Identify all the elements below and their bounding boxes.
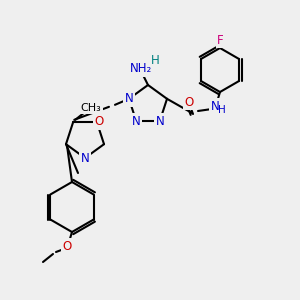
Text: N: N bbox=[81, 152, 89, 164]
Text: N: N bbox=[211, 100, 219, 112]
Text: CH₃: CH₃ bbox=[81, 103, 102, 113]
Text: O: O bbox=[184, 95, 194, 109]
Text: N: N bbox=[155, 115, 164, 128]
Text: NH₂: NH₂ bbox=[130, 62, 152, 76]
Text: H: H bbox=[218, 105, 226, 115]
Text: H: H bbox=[151, 55, 159, 68]
Text: N: N bbox=[124, 92, 134, 105]
Text: O: O bbox=[62, 239, 72, 253]
Text: O: O bbox=[94, 115, 104, 128]
Text: F: F bbox=[217, 34, 223, 46]
Text: N: N bbox=[132, 115, 141, 128]
